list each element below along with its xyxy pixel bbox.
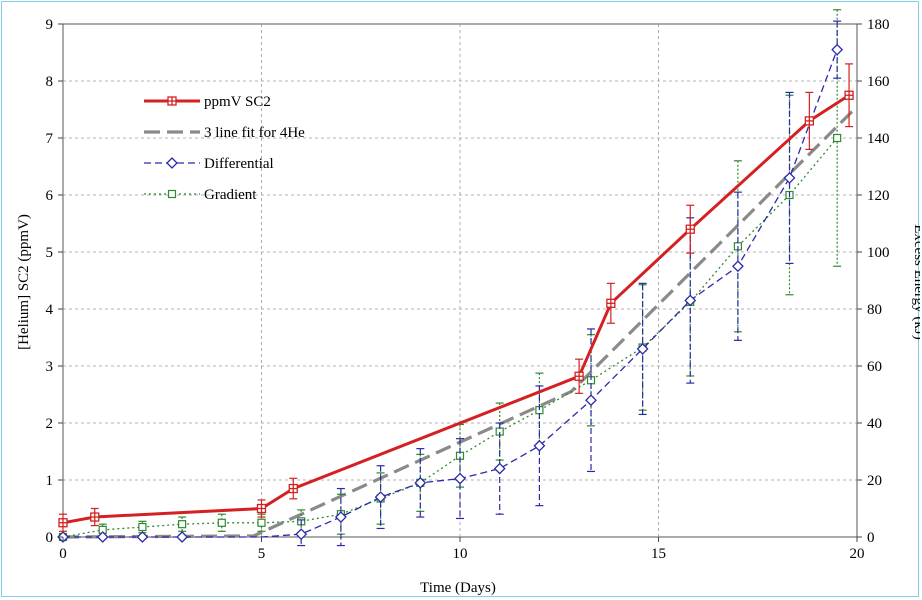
series-3-line-fit-for-4he	[62, 105, 859, 539]
y-right-tick-label: 180	[867, 17, 890, 33]
legend-item-3-line-fit-for-4he: 3 line fit for 4He	[144, 125, 305, 141]
y-right-tick-label: 80	[867, 302, 882, 318]
y-right-axis-title: Excess Energy (kJ)	[911, 224, 920, 340]
legend-marker	[167, 96, 177, 106]
data-point	[574, 371, 584, 381]
data-point	[90, 512, 100, 522]
data-point	[257, 518, 266, 527]
data-point	[136, 531, 149, 543]
x-tick-label: 15	[651, 546, 666, 562]
legend: ppmV SC2 3 line fit for 4He Differential Gr…	[144, 94, 305, 203]
data-point	[831, 43, 844, 56]
y-left-tick-label: 7	[46, 131, 54, 147]
series-differential	[57, 20, 844, 547]
y-right-tick-label: 40	[867, 416, 882, 432]
data-point	[731, 260, 744, 273]
series-ppmv-sc2	[58, 63, 854, 532]
data-point	[636, 342, 649, 355]
x-tick-label: 10	[453, 546, 468, 562]
data-point	[217, 518, 226, 527]
x-tick-label: 0	[59, 546, 67, 562]
y-left-tick-label: 6	[46, 188, 54, 204]
y-right-tick-label: 160	[867, 74, 890, 90]
legend-label: Gradient	[204, 187, 257, 203]
legend-item-gradient: Gradient	[144, 187, 257, 203]
data-point	[414, 476, 427, 489]
legend-label: ppmV SC2	[204, 94, 271, 110]
y-left-tick-label: 5	[46, 245, 54, 261]
y-left-tick-label: 4	[46, 302, 54, 318]
data-point	[96, 531, 109, 543]
data-point	[804, 116, 815, 126]
y-right-tick-label: 0	[867, 530, 875, 546]
data-point	[176, 531, 189, 543]
legend-item-ppmv-sc2: ppmV SC2	[144, 94, 271, 110]
y-left-axis-title: [Helium] SC2 (ppmV)	[16, 214, 32, 350]
data-point	[685, 224, 695, 234]
y-left-tick-label: 2	[46, 416, 54, 432]
data-point	[256, 503, 267, 514]
legend-label: Differential	[204, 156, 274, 172]
y-left-tick-label: 0	[46, 530, 54, 546]
data-point	[295, 528, 308, 541]
data-point	[178, 520, 187, 529]
y-left-tick-label: 3	[46, 359, 54, 375]
data-point	[585, 394, 597, 407]
series-layer	[57, 9, 859, 547]
data-point	[58, 518, 68, 528]
y-right-tick-label: 120	[867, 188, 890, 204]
legend-label: 3 line fit for 4He	[204, 125, 305, 141]
data-point	[374, 491, 387, 504]
data-point	[533, 439, 546, 452]
y-right-tick-label: 140	[867, 131, 890, 147]
y-left-tick-label: 8	[46, 74, 54, 90]
data-point	[138, 522, 147, 532]
data-point	[606, 298, 616, 308]
legend-item-differential: Differential	[144, 156, 274, 172]
y-left-tick-label: 1	[46, 473, 54, 489]
legend-marker	[166, 157, 178, 169]
data-point	[454, 472, 466, 485]
x-tick-label: 5	[258, 546, 266, 562]
data-point	[334, 511, 347, 523]
legend-marker	[167, 189, 177, 199]
y-right-tick-label: 100	[867, 245, 890, 261]
y-left-tick-label: 9	[46, 17, 54, 33]
y-right-tick-label: 20	[867, 473, 882, 489]
x-axis-title: Time (Days)	[420, 580, 496, 596]
y-right-tick-label: 60	[867, 359, 882, 375]
data-point	[684, 294, 697, 307]
data-point	[783, 171, 796, 184]
series-line	[62, 105, 859, 539]
x-tick-label: 20	[850, 546, 865, 562]
data-point	[833, 133, 842, 143]
data-point	[288, 483, 298, 494]
data-point	[493, 462, 506, 475]
data-point	[844, 90, 854, 100]
